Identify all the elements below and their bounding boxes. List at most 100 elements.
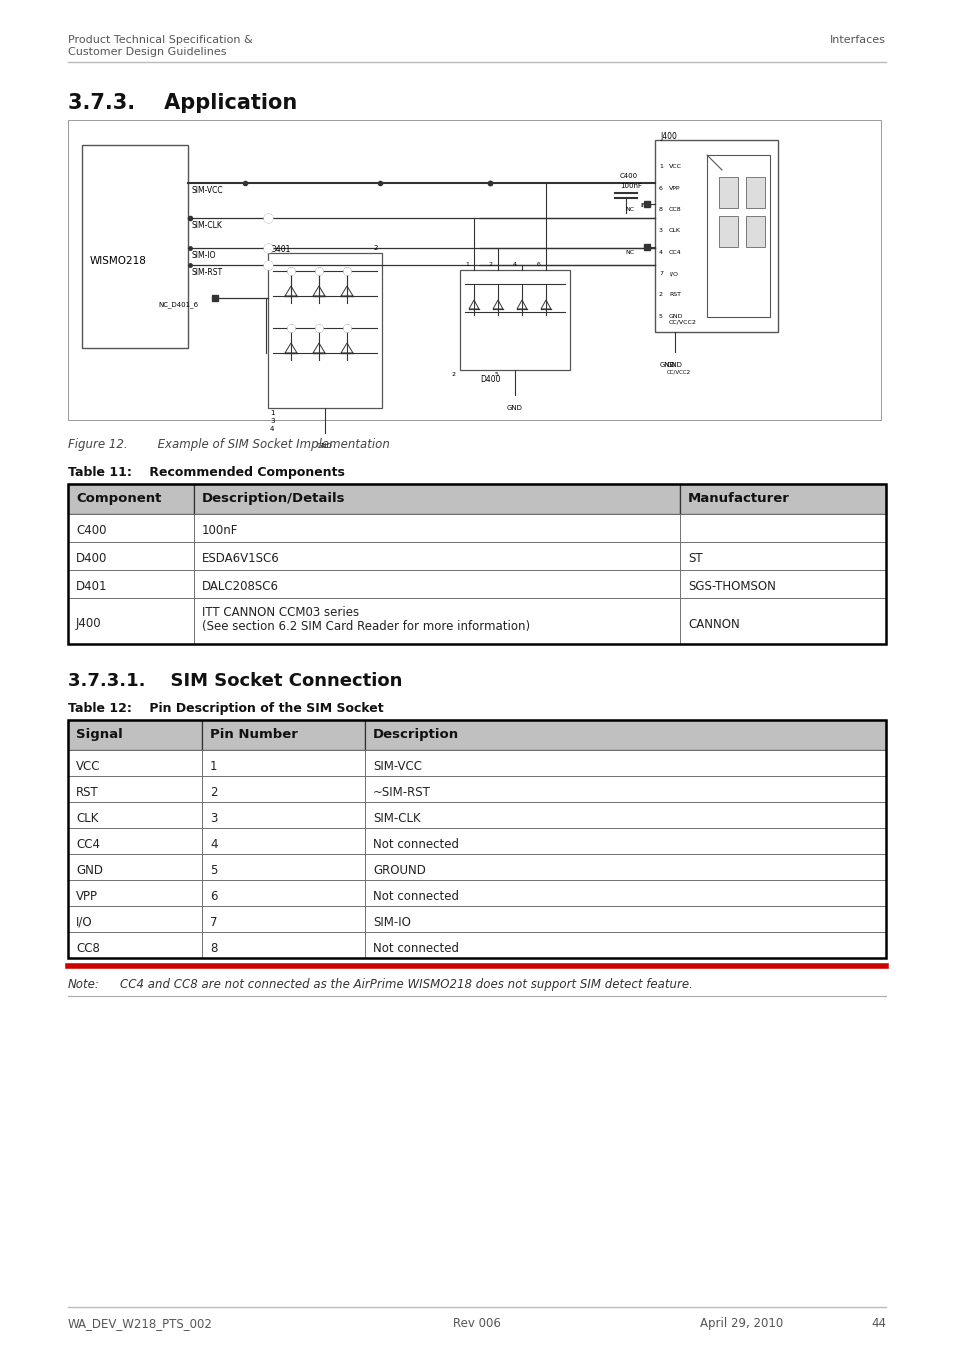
Text: Interfaces: Interfaces: [829, 35, 885, 45]
Bar: [202, 880, 365, 906]
Bar: [68, 906, 202, 931]
Text: 2: 2: [452, 373, 456, 377]
Text: VPP: VPP: [668, 186, 679, 190]
Text: ESDA6V1SC6: ESDA6V1SC6: [202, 552, 279, 566]
Text: 3: 3: [659, 228, 662, 234]
Bar: [679, 570, 885, 598]
Text: Not connected: Not connected: [373, 941, 458, 954]
Text: WA_DEV_W218_PTS_002: WA_DEV_W218_PTS_002: [68, 1318, 213, 1330]
Text: Product Technical Specification &
Customer Design Guidelines: Product Technical Specification & Custom…: [68, 35, 253, 57]
Text: VCC: VCC: [76, 760, 100, 772]
Text: Description/Details: Description/Details: [202, 491, 345, 505]
Bar: [365, 931, 885, 958]
Text: GND: GND: [666, 362, 682, 369]
Text: SGS-THOMSON: SGS-THOMSON: [687, 580, 775, 594]
Bar: [745, 177, 764, 208]
Text: SIM-RST: SIM-RST: [192, 269, 223, 277]
Text: 5: 5: [495, 373, 498, 377]
Bar: [68, 120, 880, 420]
Bar: [365, 855, 885, 880]
Text: 4: 4: [270, 427, 274, 432]
Text: ST: ST: [687, 552, 702, 566]
Bar: [202, 828, 365, 855]
Bar: [68, 828, 202, 855]
Text: WISMO218: WISMO218: [90, 256, 147, 266]
Text: 2: 2: [659, 293, 662, 297]
Text: 3.7.3.1.    SIM Socket Connection: 3.7.3.1. SIM Socket Connection: [68, 672, 402, 690]
Polygon shape: [493, 300, 502, 309]
Text: 100nF: 100nF: [619, 184, 641, 189]
Text: J400: J400: [659, 132, 677, 140]
Bar: [719, 177, 737, 208]
Text: Description: Description: [373, 728, 458, 741]
Text: CC8: CC8: [76, 941, 100, 954]
Text: D400: D400: [479, 375, 500, 383]
Bar: [193, 485, 679, 514]
Polygon shape: [313, 343, 325, 352]
Text: Not connected: Not connected: [373, 890, 458, 903]
Bar: [68, 541, 193, 570]
Text: D400: D400: [76, 552, 108, 566]
Text: 8: 8: [210, 941, 217, 954]
Text: RST: RST: [668, 293, 680, 297]
Text: Table 11:    Recommended Components: Table 11: Recommended Components: [68, 466, 345, 479]
Text: CANNON: CANNON: [687, 617, 739, 630]
Text: NC: NC: [624, 207, 634, 212]
Text: 4: 4: [513, 262, 517, 267]
Text: 8: 8: [659, 207, 662, 212]
Bar: [202, 802, 365, 828]
Bar: [202, 855, 365, 880]
Text: CC4: CC4: [668, 250, 681, 255]
Bar: [459, 270, 569, 370]
Bar: [365, 880, 885, 906]
Text: 2: 2: [374, 244, 378, 251]
Bar: [679, 541, 885, 570]
Polygon shape: [285, 343, 296, 352]
Polygon shape: [340, 343, 353, 352]
Text: INO: INO: [639, 202, 651, 208]
Text: 44: 44: [870, 1318, 885, 1330]
Bar: [202, 751, 365, 776]
Text: 7: 7: [659, 271, 662, 275]
Text: 3: 3: [210, 811, 217, 825]
Text: SIM-CLK: SIM-CLK: [192, 221, 223, 230]
Text: I/O: I/O: [76, 915, 92, 929]
Text: GND: GND: [659, 362, 675, 369]
Text: 3.7.3.    Application: 3.7.3. Application: [68, 93, 297, 113]
Text: Table 12:    Pin Description of the SIM Socket: Table 12: Pin Description of the SIM Soc…: [68, 702, 383, 716]
Bar: [365, 751, 885, 776]
Bar: [745, 216, 764, 247]
Text: GND: GND: [506, 405, 522, 410]
Text: CLK: CLK: [668, 228, 680, 234]
Bar: [68, 485, 193, 514]
Text: (See section 6.2 SIM Card Reader for more information): (See section 6.2 SIM Card Reader for mor…: [202, 620, 530, 633]
Bar: [68, 514, 193, 541]
Bar: [68, 720, 202, 751]
Bar: [68, 570, 193, 598]
Text: GND
CC/VCC2: GND CC/VCC2: [668, 313, 696, 324]
Polygon shape: [517, 300, 526, 309]
Text: D401: D401: [270, 244, 290, 254]
Text: NC_D401_6: NC_D401_6: [158, 301, 198, 308]
Bar: [68, 880, 202, 906]
Polygon shape: [340, 286, 353, 296]
Bar: [68, 776, 202, 802]
Text: 1: 1: [270, 410, 274, 416]
Text: 7: 7: [210, 915, 217, 929]
Text: April 29, 2010: April 29, 2010: [700, 1318, 782, 1330]
Bar: [68, 485, 885, 644]
Text: 6: 6: [537, 262, 540, 267]
Bar: [365, 802, 885, 828]
Polygon shape: [313, 286, 325, 296]
Text: ITT CANNON CCM03 series: ITT CANNON CCM03 series: [202, 606, 358, 620]
Text: SIM-VCC: SIM-VCC: [192, 186, 223, 194]
Text: 2: 2: [210, 786, 217, 798]
Text: CC4 and CC8 are not connected as the AirPrime WISMO218 does not support SIM dete: CC4 and CC8 are not connected as the Air…: [120, 977, 692, 991]
Polygon shape: [285, 286, 296, 296]
Bar: [365, 776, 885, 802]
Text: Not connected: Not connected: [373, 837, 458, 850]
Text: Note:: Note:: [68, 977, 100, 991]
Bar: [679, 514, 885, 541]
Text: GROUND: GROUND: [373, 864, 425, 876]
Text: NC: NC: [624, 250, 634, 255]
